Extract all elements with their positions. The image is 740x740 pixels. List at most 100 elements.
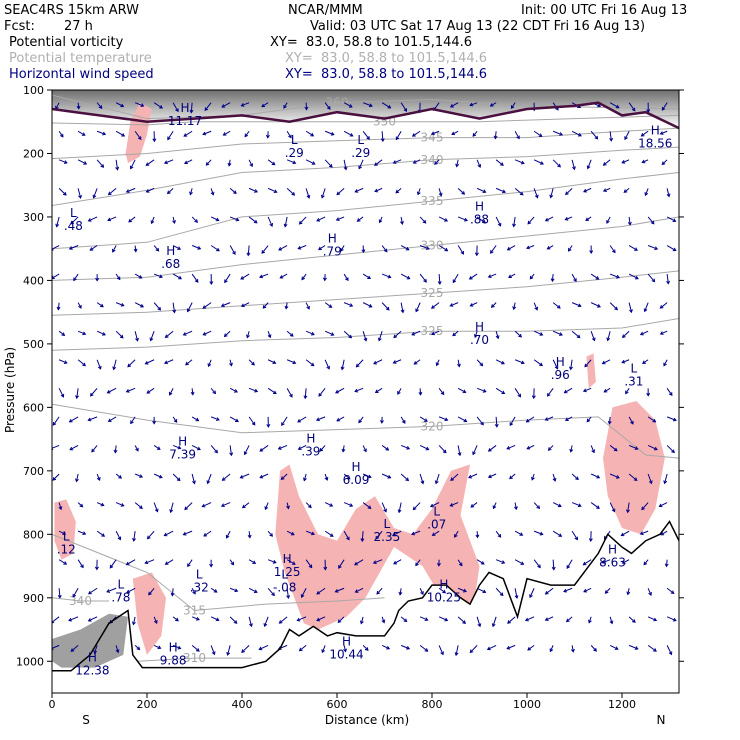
- wind-arrow-head: [87, 417, 92, 422]
- wind-arrow-head: [672, 247, 677, 252]
- wind-arrow: [378, 331, 383, 341]
- wind-arrow: [90, 387, 98, 397]
- wind-arrow: [438, 388, 445, 395]
- wind-arrow: [644, 302, 649, 312]
- wind-arrow-head: [512, 223, 516, 228]
- wind-arrow: [514, 187, 524, 196]
- wind-arrow: [267, 187, 277, 193]
- wind-arrow-head: [166, 190, 171, 195]
- wind-arrow-head: [297, 446, 302, 450]
- wind-arrow: [495, 331, 499, 339]
- wind-arrow: [191, 416, 199, 422]
- wind-arrow-head: [487, 474, 492, 479]
- wind-arrow: [400, 473, 409, 481]
- wind-arrow: [286, 159, 296, 164]
- wind-arrow: [506, 644, 516, 650]
- wind-arrow-head: [214, 449, 218, 454]
- wind-arrow: [642, 359, 649, 364]
- wind-arrow-head: [152, 138, 157, 143]
- wind-arrow: [134, 273, 142, 279]
- wind-arrow: [343, 530, 350, 540]
- wind-arrow: [58, 388, 64, 398]
- wind-arrow: [571, 473, 579, 480]
- wind-arrow: [336, 216, 345, 221]
- extremum-value: 6.09: [343, 473, 370, 487]
- wind-arrow: [547, 245, 554, 250]
- wind-arrow-head: [634, 446, 639, 450]
- extremum-type: H: [88, 650, 97, 664]
- wind-arrow: [666, 587, 675, 594]
- wind-arrow: [69, 445, 79, 451]
- wind-arrow-head: [120, 302, 125, 307]
- wind-arrow-head: [145, 162, 150, 166]
- wind-arrow-head: [666, 280, 671, 285]
- wind-arrow: [324, 130, 334, 136]
- wind-arrow-head: [537, 564, 541, 569]
- extremum-type: H: [556, 355, 565, 369]
- wind-arrow-head: [52, 477, 57, 481]
- theta-contour-label: 335: [421, 194, 444, 208]
- wind-arrow-head: [82, 331, 87, 336]
- theta-contour-label: 360: [326, 96, 349, 110]
- wind-arrow-head: [101, 533, 106, 537]
- wind-arrow-head: [383, 248, 388, 253]
- wind-arrow-head: [182, 332, 187, 336]
- wind-arrow: [286, 330, 294, 337]
- model-title: SEAC4RS 15km ARW: [4, 3, 140, 18]
- wind-arrow-head: [197, 446, 201, 451]
- wind-arrow: [358, 416, 364, 423]
- wind-arrow-head: [100, 303, 104, 308]
- wind-arrow-head: [534, 194, 539, 199]
- wind-arrow-head: [589, 250, 594, 255]
- wind-arrow: [583, 387, 592, 392]
- wind-arrow-head: [597, 103, 602, 108]
- wind-arrow-head: [604, 590, 609, 594]
- wind-arrow: [286, 359, 296, 364]
- wind-arrow: [487, 644, 497, 650]
- wind-arrow: [664, 473, 668, 484]
- wind-arrow-head: [60, 393, 65, 398]
- wind-arrow-head: [434, 161, 438, 165]
- wind-arrow: [248, 616, 252, 627]
- wind-arrow: [305, 359, 315, 367]
- wind-arrow-head: [492, 505, 497, 510]
- wind-arrow: [153, 502, 158, 512]
- wind-arrow: [647, 416, 656, 423]
- wind-arrow: [153, 644, 161, 649]
- wind-arrow-head: [251, 421, 256, 426]
- wind-arrow: [492, 502, 497, 509]
- wind-arrow-head: [286, 595, 291, 600]
- wind-arrow: [526, 416, 535, 423]
- wind-arrow: [343, 273, 349, 281]
- wind-arrow-head: [502, 189, 507, 194]
- wind-arrow: [622, 330, 630, 338]
- wind-arrow: [301, 273, 307, 280]
- extremum-value: .29: [285, 146, 304, 160]
- wind-arrow-head: [491, 623, 496, 628]
- wind-arrow: [419, 416, 428, 422]
- wind-arrow: [77, 102, 80, 109]
- wind-arrow-head: [455, 163, 460, 168]
- wind-arrow: [494, 131, 497, 139]
- wind-arrow-head: [658, 503, 663, 508]
- wind-arrow: [625, 388, 630, 394]
- wind-arrow-head: [526, 245, 530, 250]
- wind-arrow: [130, 159, 136, 169]
- wind-arrow: [356, 359, 364, 368]
- wind-arrow-head: [63, 360, 68, 364]
- wind-arrow-head: [283, 104, 287, 109]
- theta-contour-label: 340: [421, 153, 444, 167]
- producer-label: NCAR/MMM: [288, 3, 363, 18]
- wind-arrow-head: [397, 390, 401, 395]
- wind-arrow: [52, 273, 60, 279]
- wind-arrow: [183, 330, 193, 336]
- wind-arrow-head: [311, 161, 316, 165]
- extremum-type: L: [281, 568, 288, 582]
- wind-arrow: [115, 473, 122, 479]
- wind-arrow-head: [234, 588, 239, 593]
- wind-arrow: [526, 445, 535, 450]
- wind-arrow: [335, 587, 345, 593]
- wind-arrow-head: [463, 418, 468, 423]
- wind-arrow-head: [273, 189, 278, 194]
- wind-arrow-head: [440, 651, 444, 656]
